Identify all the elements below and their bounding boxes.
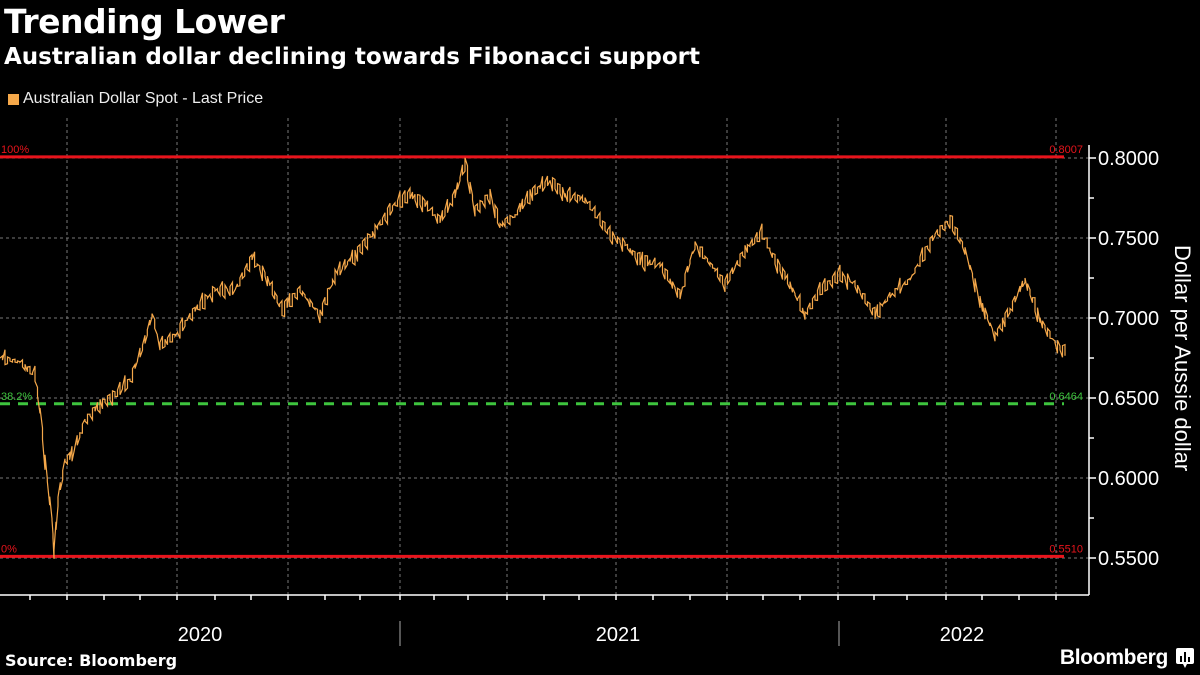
fibonacci-levels: 100% 0.8007 38.2% 0.6464 0% 0.5510 bbox=[0, 144, 1083, 558]
fib-pct-label: 100% bbox=[1, 144, 29, 156]
fib-value-label: 0.6464 bbox=[1049, 391, 1083, 403]
price-series bbox=[0, 157, 1066, 559]
chart-subtitle: Australian dollar declining towards Fibo… bbox=[4, 44, 700, 70]
x-tick-label: 2022 bbox=[940, 624, 985, 646]
fib-pct-label: 38.2% bbox=[1, 391, 32, 403]
x-tick-label: 2021 bbox=[596, 624, 641, 646]
fib-pct-label: 0% bbox=[1, 543, 17, 555]
y-tick-label: 0.7500 bbox=[1098, 228, 1159, 250]
fib-value-label: 0.8007 bbox=[1049, 144, 1083, 156]
axes bbox=[0, 145, 1090, 596]
y-tick-label: 0.8000 bbox=[1098, 148, 1159, 170]
price-line bbox=[0, 157, 1066, 559]
bloomberg-chart-icon bbox=[1176, 648, 1194, 668]
grid-lines bbox=[0, 118, 1089, 595]
y-tick-label: 0.7000 bbox=[1098, 308, 1159, 330]
fib-value-label: 0.5510 bbox=[1049, 543, 1083, 555]
legend-label: Australian Dollar Spot - Last Price bbox=[23, 90, 264, 107]
source-note: Source: Bloomberg bbox=[5, 651, 178, 670]
legend: Australian Dollar Spot - Last Price bbox=[8, 90, 263, 108]
y-tick-label: 0.5500 bbox=[1098, 548, 1159, 570]
y-axis-label: Dollar per Aussie dollar bbox=[1170, 245, 1195, 471]
y-tick-label: 0.6500 bbox=[1098, 388, 1159, 410]
bloomberg-logo: Bloomberg bbox=[1059, 646, 1168, 669]
x-axis-ticks: 2020 2021 2022 bbox=[29, 595, 1057, 646]
x-tick-label: 2020 bbox=[178, 624, 223, 646]
y-axis-ticks: 0.8000 0.7500 0.7000 0.6500 0.6000 0.5500 bbox=[1089, 148, 1159, 570]
chart-title: Trending Lower bbox=[4, 2, 285, 41]
legend-swatch bbox=[8, 93, 19, 105]
y-tick-label: 0.6000 bbox=[1098, 468, 1159, 490]
